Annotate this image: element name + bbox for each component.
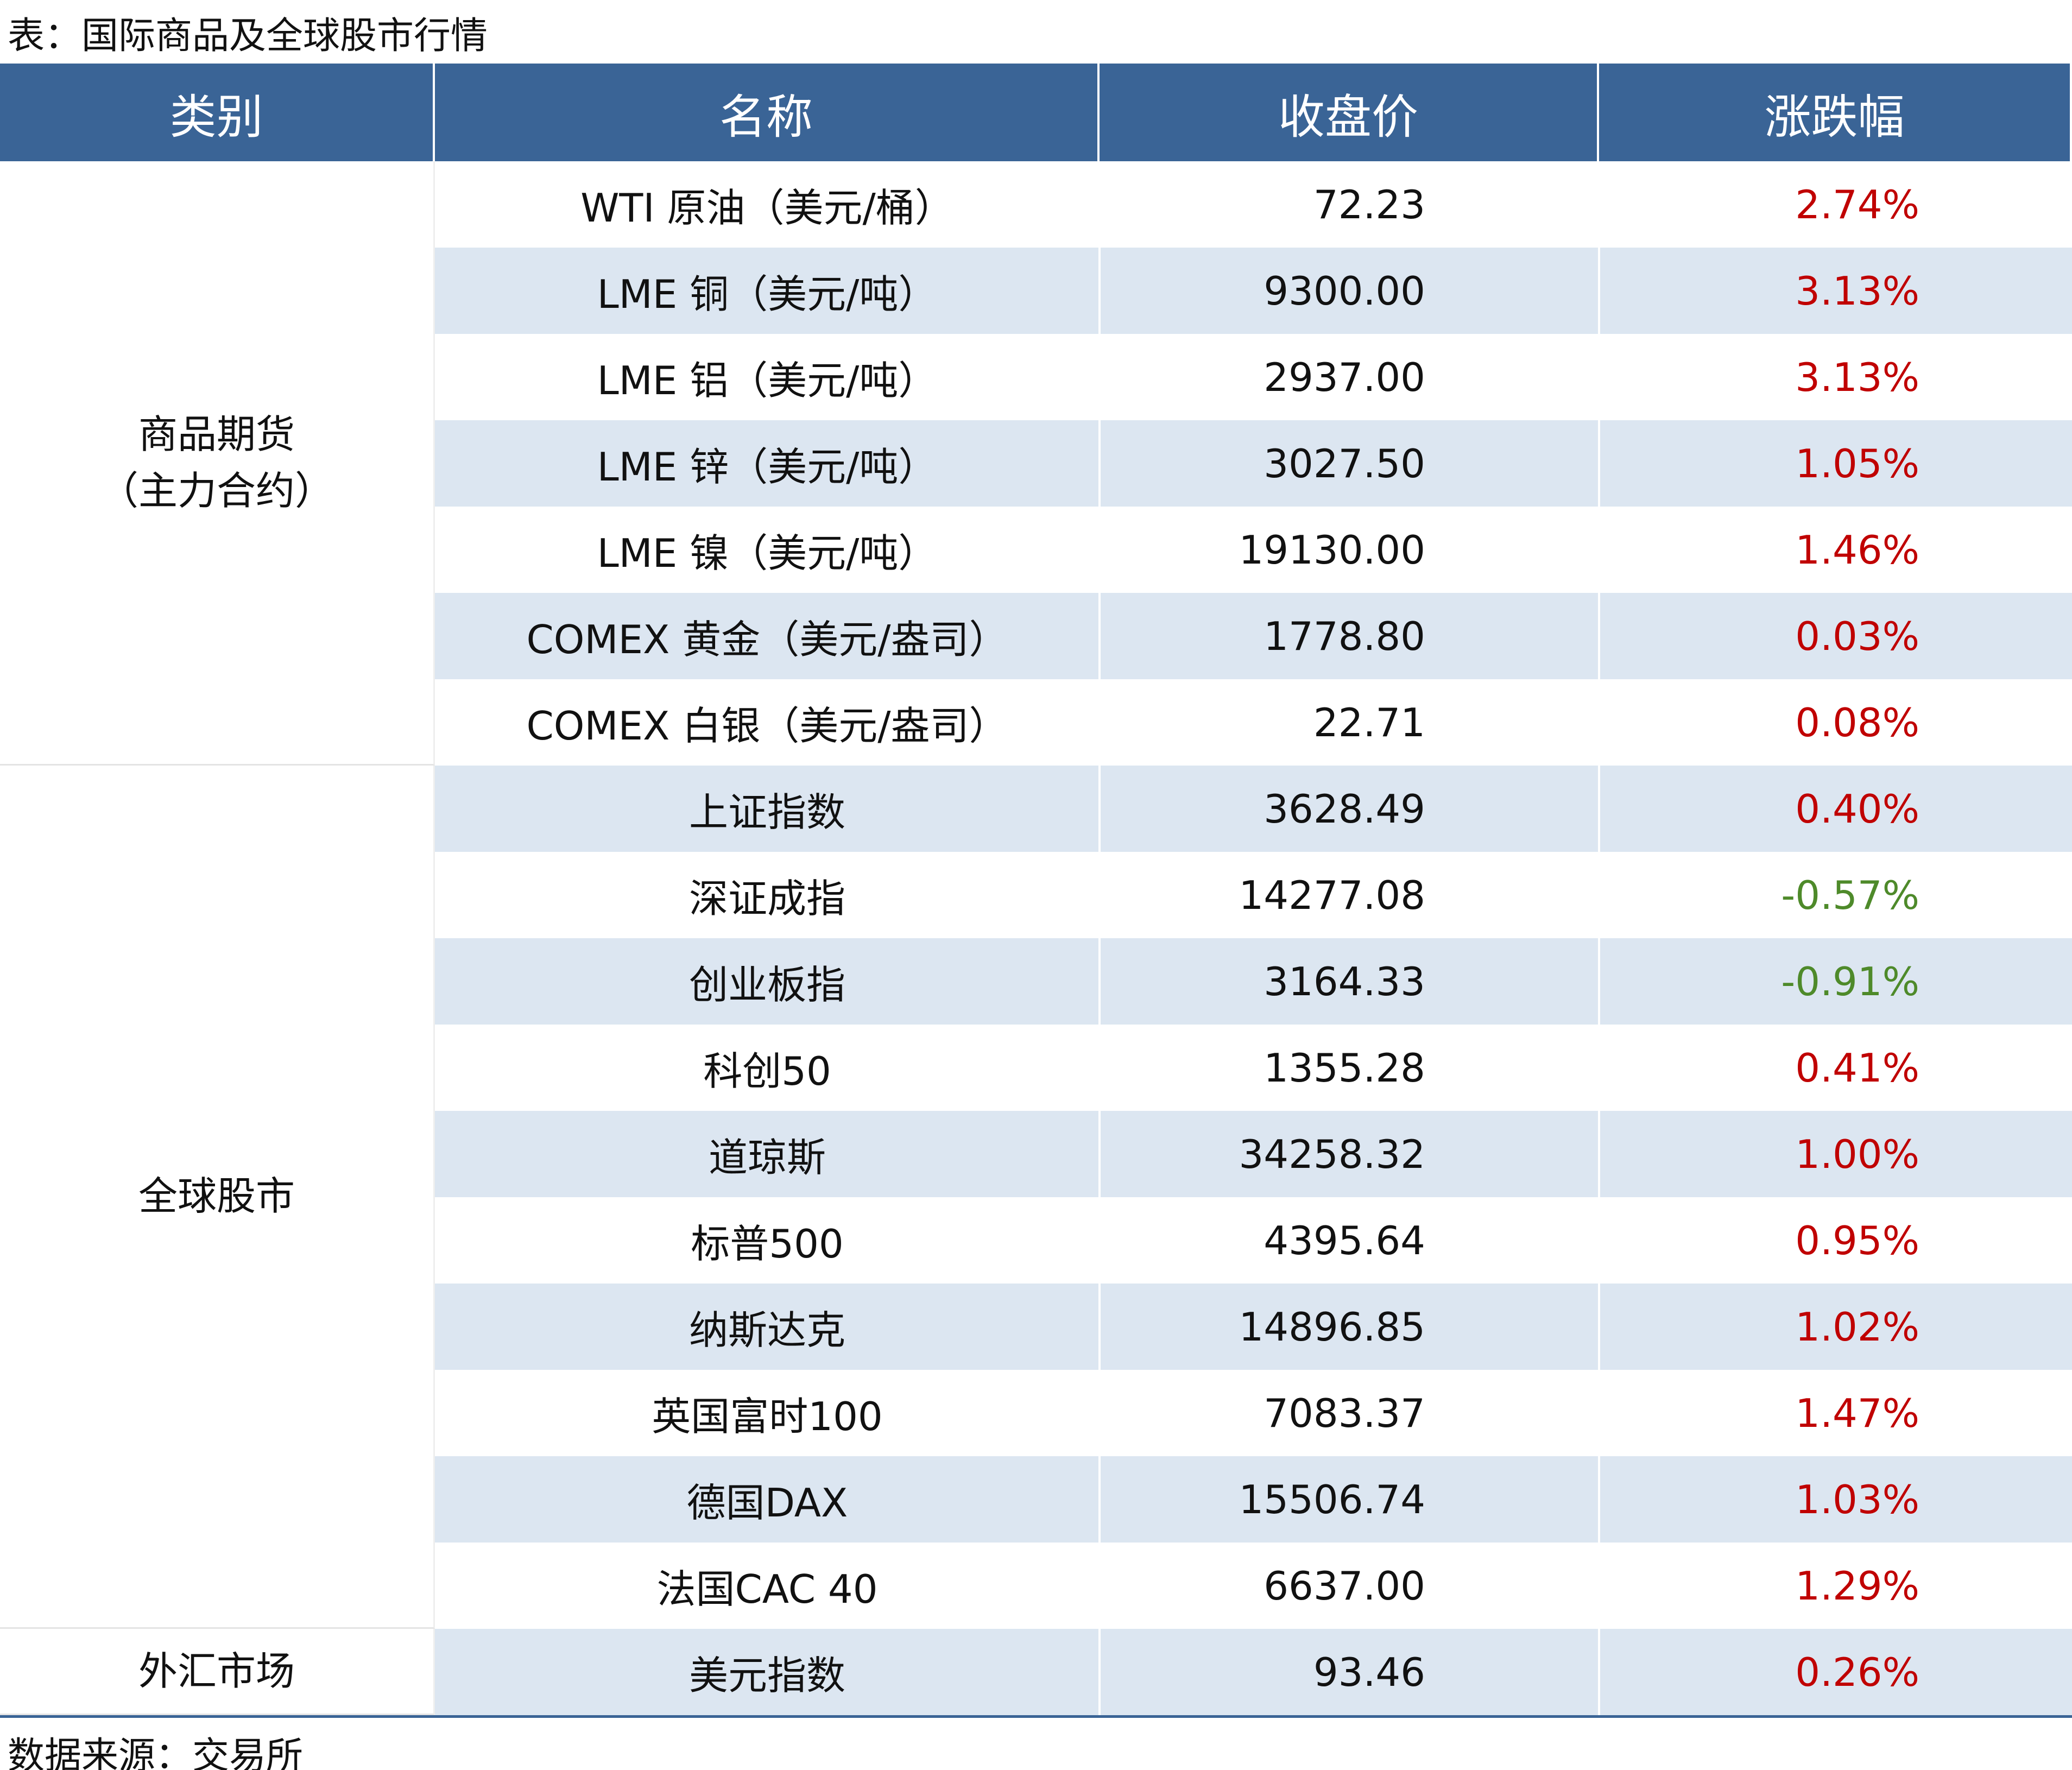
group-label: （主力合约）	[99, 468, 334, 514]
name-cell: WTI 原油（美元/桶）	[580, 185, 954, 231]
column-divider	[1098, 161, 1101, 1715]
change-cell: 1.47%	[1795, 1390, 1919, 1436]
group-label: 外汇市场	[138, 1648, 295, 1694]
column-divider	[1598, 161, 1600, 1715]
close-cell: 93.46	[1313, 1649, 1425, 1695]
change-cell: 1.05%	[1795, 440, 1919, 486]
close-cell: 34258.32	[1239, 1131, 1425, 1177]
change-cell: 1.00%	[1795, 1131, 1919, 1177]
group-cell: 商品期货 （主力合约）	[0, 161, 435, 766]
change-cell: 0.95%	[1795, 1217, 1919, 1263]
row-bg	[435, 1629, 2072, 1715]
change-cell: 3.13%	[1795, 268, 1919, 314]
header-cell: 名称	[435, 64, 1100, 161]
change-cell: 1.29%	[1795, 1563, 1919, 1609]
close-cell: 9300.00	[1264, 268, 1425, 314]
close-cell: 22.71	[1313, 699, 1425, 745]
close-cell: 14896.85	[1239, 1304, 1425, 1350]
row-bg	[435, 248, 2072, 334]
change-cell: 0.03%	[1795, 613, 1919, 659]
close-cell: 6637.00	[1264, 1563, 1425, 1609]
title: 表：国际商品及全球股市行情	[8, 15, 488, 58]
close-cell: 1778.80	[1264, 613, 1425, 659]
close-cell: 19130.00	[1239, 527, 1425, 573]
name-cell: 美元指数	[688, 1653, 845, 1698]
change-cell: 1.02%	[1795, 1304, 1919, 1350]
name-cell: 深证成指	[688, 876, 845, 921]
name-cell: 科创50	[703, 1048, 831, 1094]
close-cell: 2937.00	[1264, 354, 1425, 400]
close-cell: 4395.64	[1264, 1217, 1425, 1263]
change-cell: -0.91%	[1781, 958, 1919, 1004]
row-bg	[435, 593, 2072, 679]
name-cell: COMEX 黄金（美元/盎司）	[526, 617, 1008, 662]
change-cell: 0.26%	[1795, 1649, 1919, 1695]
close-cell: 1355.28	[1264, 1045, 1425, 1091]
close-cell: 3164.33	[1264, 958, 1425, 1004]
group-label: 商品期货	[138, 411, 295, 457]
name-cell: 上证指数	[688, 789, 845, 835]
close-cell: 3628.49	[1264, 786, 1425, 832]
change-cell: 0.40%	[1795, 786, 1919, 832]
change-cell: 0.08%	[1795, 699, 1919, 745]
close-cell: 3027.50	[1264, 440, 1425, 486]
group-cell: 外汇市场	[0, 1629, 435, 1715]
source: 数据来源：交易所	[8, 1735, 304, 1770]
close-cell: 7083.37	[1264, 1390, 1425, 1436]
name-cell: LME 铝（美元/吨）	[597, 358, 938, 403]
row-bg	[435, 420, 2072, 507]
name-cell: 法国CAC 40	[656, 1566, 878, 1612]
bottom-rule	[0, 1714, 2072, 1718]
name-cell: 标普500	[691, 1221, 844, 1267]
change-cell: 2.74%	[1795, 181, 1919, 227]
group-cell: 全球股市	[0, 766, 435, 1629]
header-cell: 涨跌幅	[1599, 64, 2072, 161]
group-label: 全球股市	[138, 1173, 295, 1219]
row-bg	[435, 1111, 2072, 1197]
row-bg	[435, 1456, 2072, 1543]
change-cell: -0.57%	[1781, 872, 1919, 918]
name-cell: COMEX 白银（美元/盎司）	[526, 703, 1008, 749]
close-cell: 15506.74	[1239, 1476, 1425, 1522]
change-cell: 1.03%	[1795, 1476, 1919, 1522]
name-cell: LME 锌（美元/吨）	[597, 444, 938, 490]
change-cell: 0.41%	[1795, 1045, 1919, 1091]
change-cell: 1.46%	[1795, 527, 1919, 573]
name-cell: LME 铜（美元/吨）	[597, 271, 938, 317]
close-cell: 14277.08	[1239, 872, 1425, 918]
name-cell: 道琼斯	[708, 1135, 826, 1180]
change-cell: 3.13%	[1795, 354, 1919, 400]
header-cell: 收盘价	[1100, 64, 1599, 161]
name-cell: LME 镍（美元/吨）	[597, 530, 938, 576]
name-cell: 纳斯达克	[688, 1307, 845, 1353]
name-cell: 德国DAX	[686, 1480, 848, 1526]
name-cell: 英国富时100	[652, 1394, 883, 1439]
row-bg	[435, 938, 2072, 1025]
name-cell: 创业板指	[688, 962, 845, 1008]
header-cell: 类别	[0, 64, 435, 161]
row-bg	[435, 1284, 2072, 1370]
close-cell: 72.23	[1313, 181, 1425, 227]
row-bg	[435, 766, 2072, 852]
